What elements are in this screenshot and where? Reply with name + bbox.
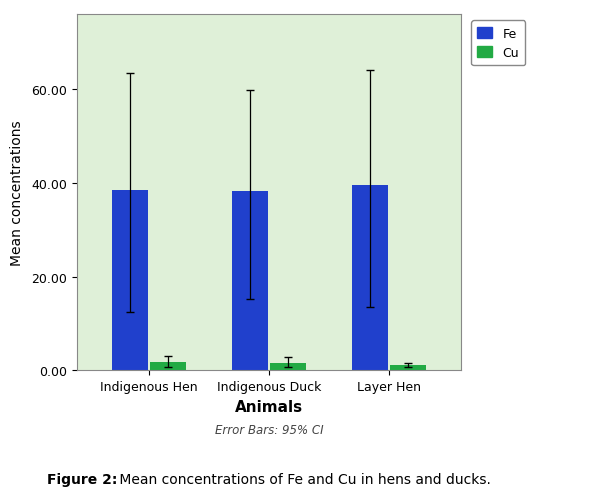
Bar — [352, 186, 388, 371]
Legend: Fe, Cu: Fe, Cu — [471, 21, 525, 66]
Bar — [270, 363, 306, 371]
Y-axis label: Mean concentrations: Mean concentrations — [10, 120, 24, 266]
Text: Error Bars: 95% CI: Error Bars: 95% CI — [215, 423, 323, 436]
X-axis label: Animals: Animals — [235, 399, 303, 414]
Bar — [112, 190, 148, 371]
Bar — [390, 365, 426, 371]
Text: Figure 2:: Figure 2: — [47, 472, 118, 486]
Bar — [150, 362, 186, 371]
Bar — [232, 191, 268, 371]
Text: Mean concentrations of Fe and Cu in hens and ducks.: Mean concentrations of Fe and Cu in hens… — [115, 472, 491, 486]
